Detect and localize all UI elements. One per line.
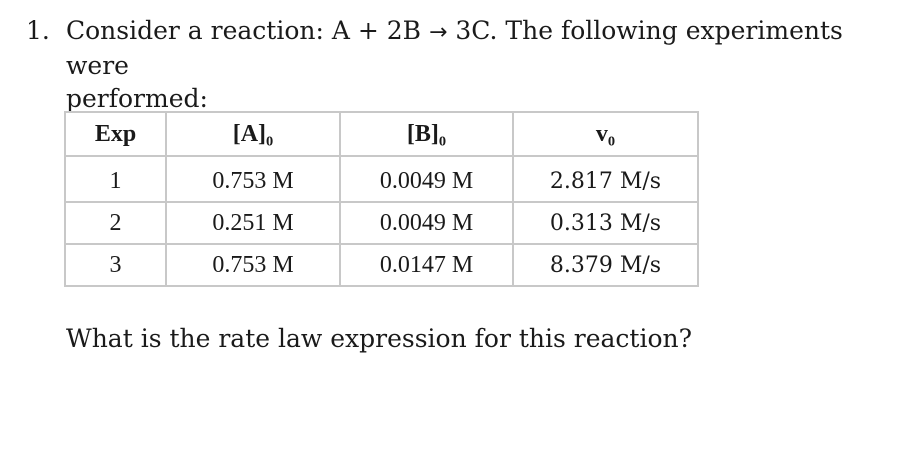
cell-exp: 2 [64, 201, 167, 245]
table-row: 2 0.251 M 0.0049 M 0.313 M/s [64, 201, 699, 245]
table-row: 3 0.753 M 0.0147 M 8.379 M/s [64, 243, 699, 287]
cell-exp: 1 [64, 155, 167, 203]
cell-v0: 2.817 M/s [512, 155, 699, 203]
question: 1. Consider a reaction: A + 2B → 3C. The… [26, 14, 886, 115]
question-text-line1: Consider a reaction: A + 2B [66, 16, 429, 45]
follow-up-question: What is the rate law expression for this… [66, 324, 693, 353]
header-a0: [A]₀ [165, 111, 341, 157]
question-number: 1. [26, 16, 50, 45]
cell-v0: 0.313 M/s [512, 201, 699, 245]
header-exp: Exp [64, 111, 167, 157]
cell-a0: 0.753 M [165, 243, 341, 287]
table-header-row: Exp [A]₀ [B]₀ v₀ [64, 111, 699, 157]
table-row: 1 0.753 M 0.0049 M 2.817 M/s [64, 155, 699, 203]
question-text-line1-end: 3C. The following experiments were [66, 16, 843, 80]
question-text-line2: performed: [66, 84, 208, 113]
reaction-arrow-icon: → [429, 20, 448, 45]
header-v0: v₀ [512, 111, 699, 157]
cell-a0: 0.251 M [165, 201, 341, 245]
cell-b0: 0.0049 M [339, 201, 514, 245]
cell-a0: 0.753 M [165, 155, 341, 203]
cell-v0: 8.379 M/s [512, 243, 699, 287]
cell-exp: 3 [64, 243, 167, 287]
header-b0: [B]₀ [339, 111, 514, 157]
cell-b0: 0.0049 M [339, 155, 514, 203]
cell-b0: 0.0147 M [339, 243, 514, 287]
experiment-table: Exp [A]₀ [B]₀ v₀ 1 0.753 M 0.0049 M 2.81… [64, 111, 699, 287]
question-text: Consider a reaction: A + 2B → 3C. The fo… [66, 14, 886, 115]
